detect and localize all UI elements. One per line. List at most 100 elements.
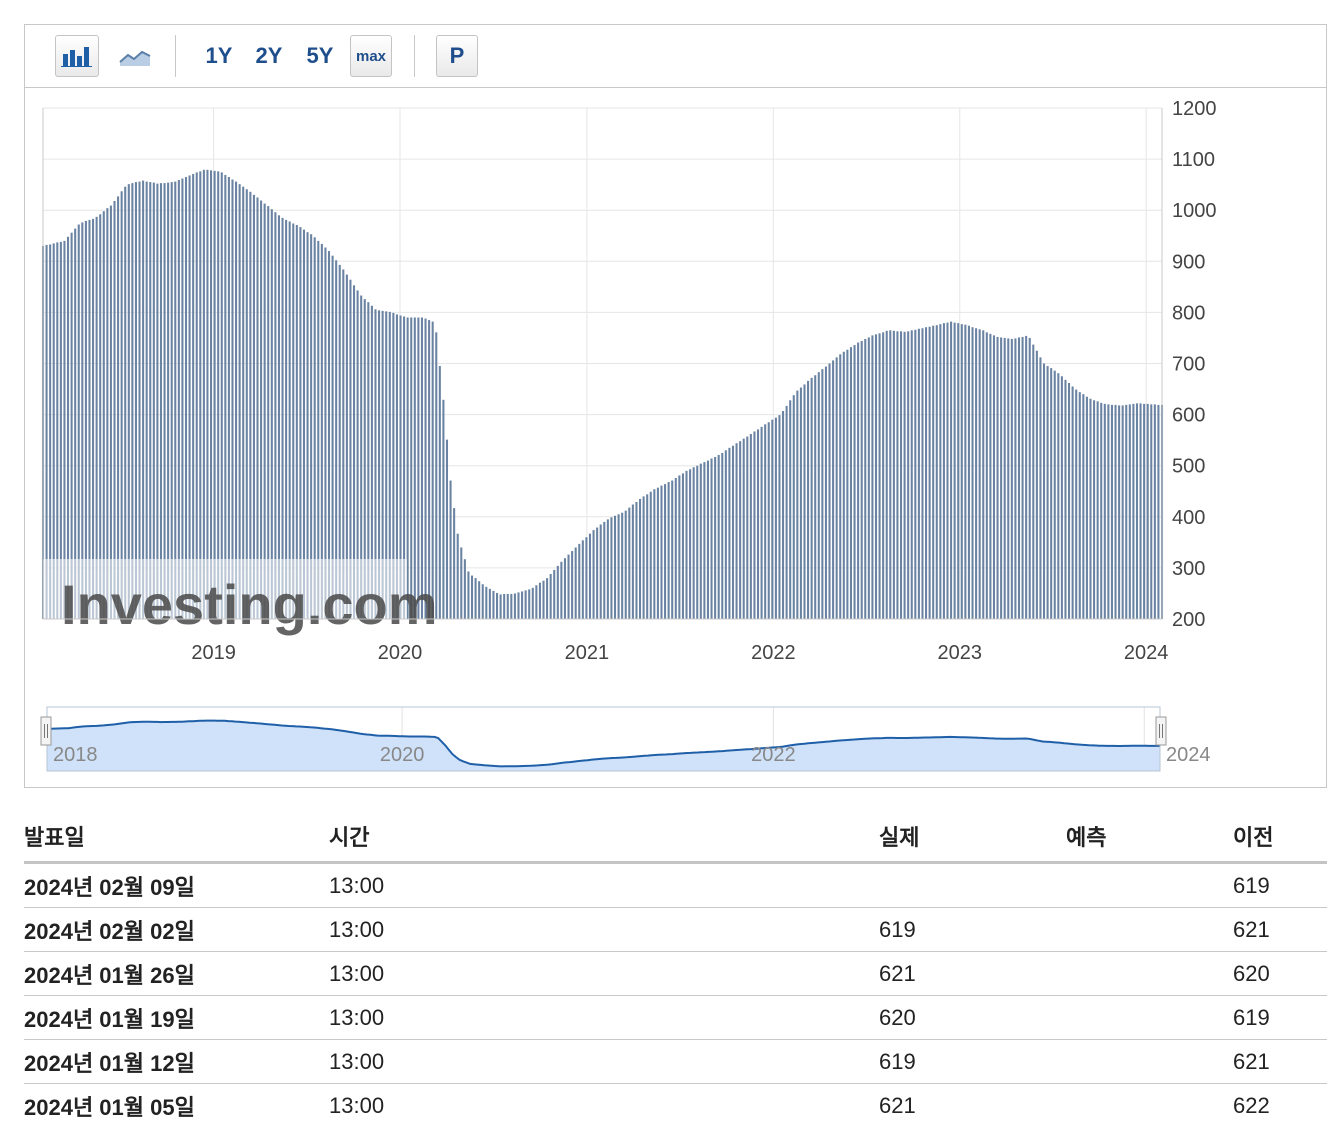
bar[interactable] [485, 586, 488, 619]
bar[interactable] [49, 244, 52, 619]
bar[interactable] [170, 182, 173, 619]
bar[interactable] [857, 342, 860, 619]
bar[interactable] [739, 441, 742, 619]
bar[interactable] [277, 215, 280, 619]
bar[interactable] [188, 175, 191, 619]
bar[interactable] [964, 324, 967, 619]
bar[interactable] [785, 405, 788, 619]
bar[interactable] [721, 452, 724, 619]
bar[interactable] [1132, 403, 1135, 619]
bar[interactable] [206, 169, 209, 619]
bar[interactable] [839, 354, 842, 619]
bar[interactable] [106, 208, 109, 619]
bar[interactable] [127, 184, 130, 619]
bar[interactable] [882, 332, 885, 619]
bar[interactable] [846, 349, 849, 619]
bar[interactable] [899, 331, 903, 619]
bar[interactable] [814, 375, 817, 619]
bar[interactable] [413, 317, 416, 619]
bar[interactable] [907, 331, 910, 619]
bar[interactable] [1078, 392, 1081, 619]
bar[interactable] [921, 328, 924, 619]
pin-button[interactable]: P [436, 35, 478, 77]
bar[interactable] [835, 357, 838, 619]
bar[interactable] [1082, 394, 1085, 619]
bar[interactable] [746, 436, 749, 619]
bar[interactable] [1139, 403, 1142, 619]
bar[interactable] [324, 247, 327, 620]
bar[interactable] [932, 325, 935, 619]
bar[interactable] [199, 171, 202, 620]
bar[interactable] [299, 227, 302, 619]
bar[interactable] [453, 508, 456, 619]
bar[interactable] [145, 181, 148, 619]
bar[interactable] [1060, 376, 1063, 619]
bar[interactable] [488, 588, 491, 619]
bar[interactable] [159, 183, 163, 619]
bar[interactable] [192, 173, 195, 620]
bar[interactable] [996, 336, 999, 619]
bar[interactable] [581, 540, 584, 619]
bar[interactable] [70, 232, 73, 619]
bar[interactable] [1096, 401, 1099, 619]
bar[interactable] [878, 333, 881, 619]
bar[interactable] [649, 491, 652, 619]
bar[interactable] [674, 477, 677, 619]
bar[interactable] [117, 196, 120, 619]
bar[interactable] [596, 527, 599, 619]
bar[interactable] [914, 329, 917, 619]
bar[interactable] [946, 322, 949, 619]
bar[interactable] [338, 264, 341, 619]
bar[interactable] [1035, 350, 1038, 619]
bar[interactable] [195, 172, 198, 619]
bar[interactable] [1025, 335, 1028, 619]
bar[interactable] [378, 310, 381, 619]
bar[interactable] [824, 366, 827, 619]
bar[interactable] [1100, 402, 1103, 619]
bar[interactable] [731, 445, 735, 619]
bar[interactable] [392, 312, 395, 619]
bar[interactable] [274, 212, 277, 619]
bar[interactable] [735, 443, 738, 619]
bar[interactable] [492, 590, 495, 619]
bar[interactable] [549, 574, 552, 619]
bar[interactable] [349, 279, 352, 619]
bar[interactable] [45, 244, 48, 619]
bar[interactable] [1050, 368, 1053, 619]
bar[interactable] [867, 337, 870, 619]
bar[interactable] [807, 380, 810, 619]
bar[interactable] [320, 243, 323, 619]
bar[interactable] [1039, 357, 1042, 619]
bar[interactable] [470, 575, 474, 619]
bar[interactable] [224, 174, 227, 619]
bar[interactable] [1114, 404, 1117, 619]
bar[interactable] [710, 458, 713, 619]
bar[interactable] [263, 203, 266, 619]
bar[interactable] [478, 581, 481, 619]
bar[interactable] [681, 473, 684, 619]
bar[interactable] [664, 484, 667, 619]
bar[interactable] [1075, 389, 1078, 619]
bar[interactable] [249, 191, 252, 620]
bar[interactable] [603, 521, 606, 619]
bar[interactable] [238, 184, 241, 619]
bar[interactable] [653, 489, 656, 619]
bar[interactable] [260, 200, 263, 619]
bar[interactable] [860, 341, 863, 619]
bar[interactable] [706, 460, 709, 619]
bar-chart-button[interactable] [55, 35, 99, 77]
bar[interactable] [975, 328, 978, 619]
bar[interactable] [1057, 373, 1060, 619]
bar[interactable] [689, 469, 692, 619]
bar[interactable] [531, 587, 534, 619]
bar[interactable] [1032, 344, 1035, 619]
bar[interactable] [213, 170, 216, 619]
bar[interactable] [560, 561, 563, 619]
bar[interactable] [231, 179, 234, 619]
bar[interactable] [152, 182, 155, 620]
bar[interactable] [728, 447, 731, 619]
bar[interactable] [367, 302, 370, 619]
bar[interactable] [506, 593, 509, 619]
bar[interactable] [656, 487, 659, 619]
bar[interactable] [292, 223, 295, 620]
